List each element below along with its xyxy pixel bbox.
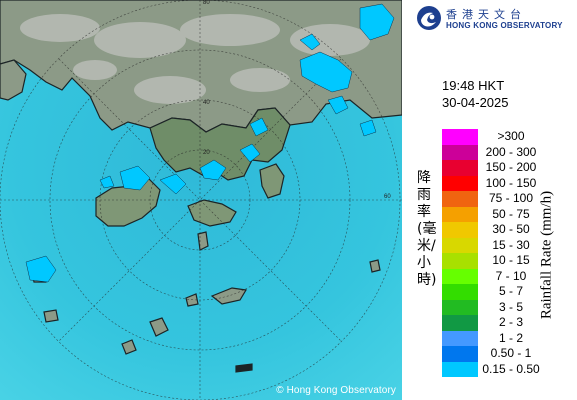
observation-date: 30-04-2025 [442, 95, 509, 110]
legend-label: 50 - 75 [492, 206, 530, 221]
south-island-3 [121, 339, 137, 355]
legend-label: 0.50 - 1 [490, 346, 532, 360]
legend-label: 10 - 15 [492, 253, 530, 267]
legend-label: 5 - 7 [498, 284, 523, 298]
legend-swatch [442, 206, 478, 222]
south-island-4 [43, 309, 59, 323]
legend-label: 0.15 - 0.50 [482, 361, 540, 376]
south-island-5 [185, 293, 199, 307]
legend-panel: 香港天文台 HONG KONG OBSERVATORY 19:48 HKT 30… [402, 0, 577, 400]
radar-map-canvas: 20 40 60 80 [0, 0, 402, 400]
land-texture [20, 14, 370, 104]
west-coast-land [0, 59, 27, 101]
legend-label: 1 - 2 [498, 330, 523, 345]
rain-echoes [25, 3, 395, 283]
legend-swatch [442, 160, 478, 176]
legend-label: 3 - 5 [498, 299, 523, 314]
legend-label: 100 - 150 [485, 175, 537, 190]
legend-label: 150 - 200 [485, 160, 537, 174]
legend-color-scale [442, 129, 478, 377]
legend-label: 2 - 3 [498, 315, 523, 329]
legend-swatch [442, 284, 478, 300]
legend-swatch [442, 268, 478, 284]
org-name-english: HONG KONG OBSERVATORY [446, 21, 563, 30]
legend-swatch [442, 346, 478, 362]
hko-logo-icon [417, 6, 441, 30]
legend-title-english: Rainfall Rate (mm/h) [538, 190, 555, 320]
legend-swatch [442, 222, 478, 238]
east-peninsula [259, 163, 285, 199]
south-island-2 [149, 317, 169, 337]
east-islet [369, 259, 381, 273]
org-name-chinese: 香港天文台 [446, 8, 526, 21]
legend-swatch [442, 191, 478, 207]
legend-swatch [442, 330, 478, 346]
legend-swatch [442, 253, 478, 269]
range-ring-labels: 20 40 60 80 [203, 0, 391, 200]
range-rings [0, 0, 402, 400]
legend-label: 200 - 300 [485, 144, 537, 159]
legend-label: >300 [497, 129, 525, 143]
ring-label-60: 60 [384, 194, 391, 200]
legend-swatch [442, 315, 478, 331]
legend-label: 15 - 30 [492, 237, 530, 252]
legend-swatch [442, 144, 478, 160]
south-island-1 [210, 287, 247, 305]
legend-label: 30 - 50 [492, 222, 530, 236]
ring-label-20: 20 [203, 150, 210, 156]
south-island-6 [235, 363, 253, 373]
legend-swatch [442, 237, 478, 253]
radar-map: 20 40 60 80 © Hong Kong Observatory [0, 0, 402, 400]
observation-time: 19:48 HKT [442, 78, 505, 93]
legend-swatch [442, 129, 478, 145]
legend-label: 75 - 100 [488, 191, 534, 205]
ring-label-40: 40 [203, 100, 210, 106]
legend-swatch [442, 175, 478, 191]
rain-echo-ne [299, 51, 353, 93]
legend-swatch [442, 299, 478, 315]
copyright-notice: © Hong Kong Observatory [276, 385, 396, 396]
legend-title-chinese: 降雨率(毫米/小時) [417, 170, 437, 288]
lamma-island [197, 231, 209, 251]
legend-swatch [442, 361, 478, 377]
legend-label: 7 - 10 [495, 268, 527, 283]
ring-label-80: 80 [203, 0, 210, 6]
hong-kong-island [187, 199, 237, 227]
legend-labels: >300 200 - 300 150 - 200 100 - 150 75 - 100 5… [480, 129, 542, 377]
